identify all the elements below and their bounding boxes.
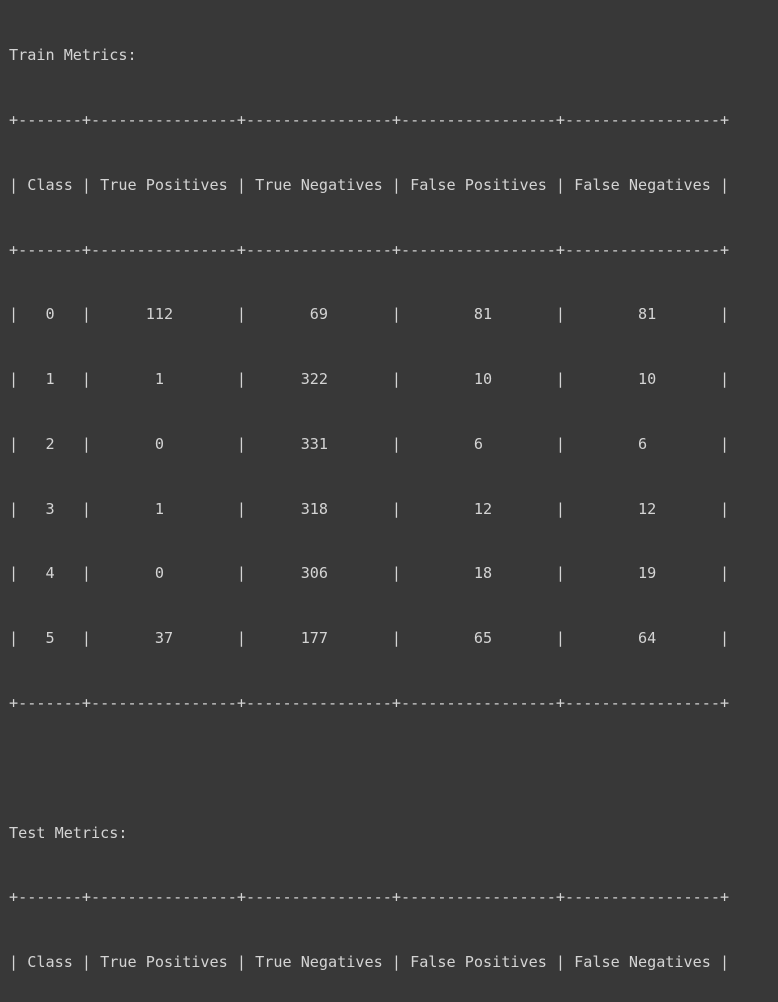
test-table-header-row: | Class | True Positives | True Negative… [9,953,730,972]
console-output: Train Metrics: +-------+----------------… [9,2,729,1002]
train-table-row: | 3 | 1 | 318 | 12 | 12 | [9,499,730,518]
train-table-row: | 4 | 0 | 306 | 18 | 19 | [9,564,730,583]
blank-line [9,758,729,780]
train-table-row: | 0 | 112 | 69 | 81 | 81 | [9,305,730,324]
train-table-row: | 5 | 37 | 177 | 65 | 64 | [9,629,730,648]
table-border-top: +-------+----------------+--------------… [9,888,730,907]
train-table-row: | 2 | 0 | 331 | 6 | 6 | [9,434,730,453]
train-metrics-title: Train Metrics: [9,46,137,65]
table-border-header: +-------+----------------+--------------… [9,240,730,259]
test-metrics-title: Test Metrics: [9,823,128,842]
train-table-header-row: | Class | True Positives | True Negative… [9,175,730,194]
train-table-row: | 1 | 1 | 322 | 10 | 10 | [9,370,730,389]
table-border-bottom: +-------+----------------+--------------… [9,694,730,712]
table-border-top: +-------+----------------+--------------… [9,110,730,129]
